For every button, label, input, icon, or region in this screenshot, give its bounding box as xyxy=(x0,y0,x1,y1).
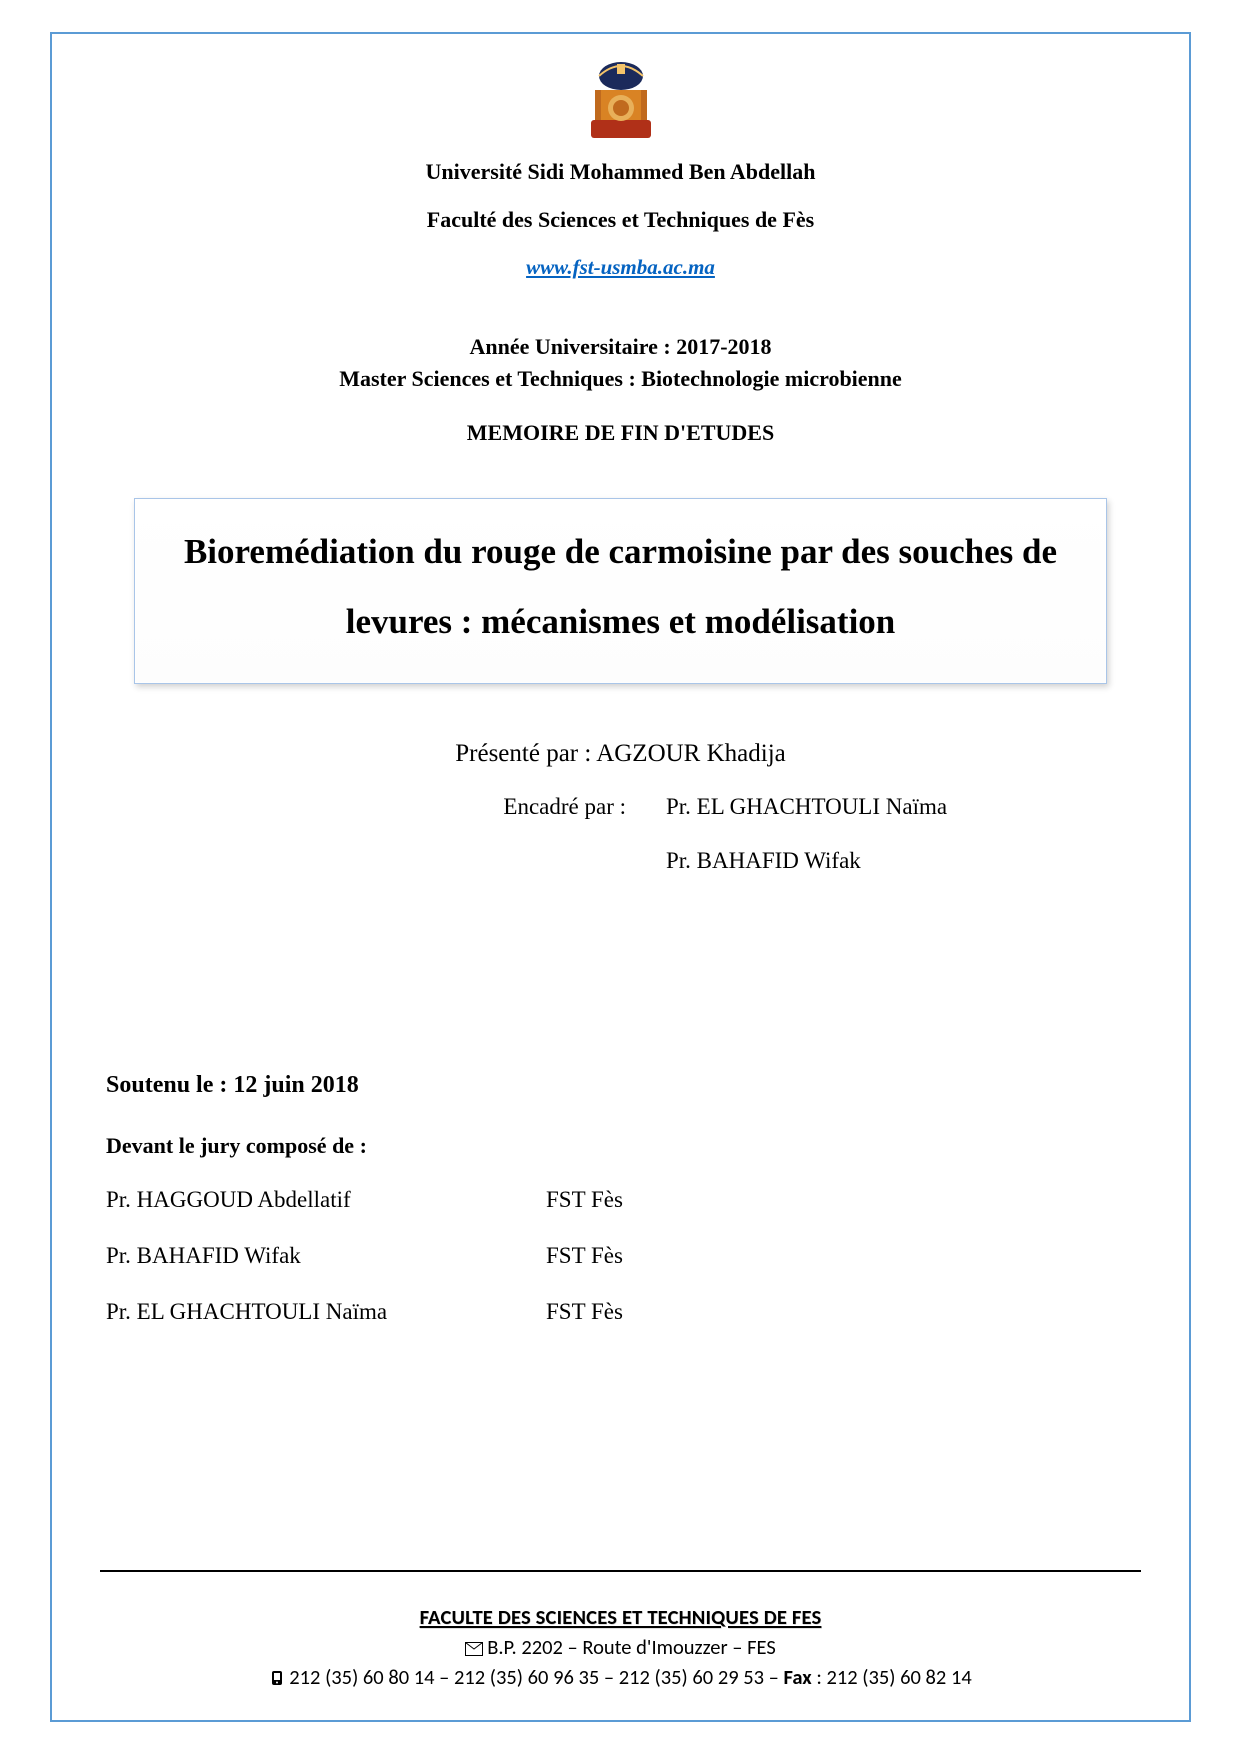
jury-member-name: Pr. BAHAFID Wifak xyxy=(106,1243,546,1269)
website-link[interactable]: www.fst-usmba.ac.ma xyxy=(526,255,715,280)
footer-fax: : 212 (35) 60 82 14 xyxy=(812,1664,972,1690)
defense-date-value: 12 juin 2018 xyxy=(233,1072,358,1098)
jury-table: Pr. HAGGOUD Abdellatif FST Fès Pr. BAHAF… xyxy=(106,1187,1135,1325)
jury-row: Pr. BAHAFID Wifak FST Fès xyxy=(106,1243,1135,1269)
presented-by-name: AGZOUR Khadija xyxy=(596,740,786,767)
thesis-title: Bioremédiation du rouge de carmoisine pa… xyxy=(153,517,1088,657)
phone-icon xyxy=(269,1666,285,1692)
jury-member-name: Pr. HAGGOUD Abdellatif xyxy=(106,1187,546,1213)
jury-row: Pr. HAGGOUD Abdellatif FST Fès xyxy=(106,1187,1135,1213)
academic-year: Année Universitaire : 2017-2018 xyxy=(106,334,1135,360)
footer-phone-line: 212 (35) 60 80 14 – 212 (35) 60 96 35 – … xyxy=(50,1664,1191,1692)
faculty-name: Faculté des Sciences et Techniques de Fè… xyxy=(106,207,1135,233)
jury-member-affiliation: FST Fès xyxy=(546,1187,623,1213)
header-block: Université Sidi Mohammed Ben Abdellah Fa… xyxy=(106,159,1135,446)
jury-header: Devant le jury composé de : xyxy=(106,1133,1135,1159)
footer-faculty-title: FACULTE DES SCIENCES ET TECHNIQUES DE FE… xyxy=(50,1604,1191,1630)
thesis-title-box: Bioremédiation du rouge de carmoisine pa… xyxy=(134,498,1107,684)
logo-wrap xyxy=(106,60,1135,147)
jury-member-affiliation: FST Fès xyxy=(546,1243,623,1269)
footer-rule xyxy=(100,1570,1141,1572)
defense-date: Soutenu le : 12 juin 2018 xyxy=(106,1072,1135,1099)
university-logo-icon xyxy=(577,60,665,147)
mail-icon xyxy=(465,1636,483,1662)
presented-by-label: Présenté par : xyxy=(455,740,596,767)
presented-by: Présenté par : AGZOUR Khadija xyxy=(106,740,1135,768)
footer: FACULTE DES SCIENCES ET TECHNIQUES DE FE… xyxy=(50,1604,1191,1694)
jury-member-affiliation: FST Fès xyxy=(546,1299,623,1325)
supervisor-2: Pr. BAHAFID Wifak xyxy=(666,848,947,874)
jury-member-name: Pr. EL GHACHTOULI Naïma xyxy=(106,1299,546,1325)
supervisors-block: Encadré par : Pr. EL GHACHTOULI Naïma Pr… xyxy=(466,794,1135,902)
supervised-by-label: Encadré par : xyxy=(466,794,626,902)
page-content: Université Sidi Mohammed Ben Abdellah Fa… xyxy=(50,32,1191,1722)
memoire-label: MEMOIRE DE FIN D'ETUDES xyxy=(106,420,1135,446)
footer-address-line: B.P. 2202 – Route d'Imouzzer – FES xyxy=(50,1634,1191,1662)
defense-label: Soutenu le : xyxy=(106,1072,233,1098)
supervisor-names: Pr. EL GHACHTOULI Naïma Pr. BAHAFID Wifa… xyxy=(666,794,947,902)
footer-phones: 212 (35) 60 80 14 – 212 (35) 60 96 35 – … xyxy=(289,1664,783,1690)
supervisor-1: Pr. EL GHACHTOULI Naïma xyxy=(666,794,947,820)
university-name: Université Sidi Mohammed Ben Abdellah xyxy=(106,159,1135,185)
jury-row: Pr. EL GHACHTOULI Naïma FST Fès xyxy=(106,1299,1135,1325)
master-program: Master Sciences et Techniques : Biotechn… xyxy=(106,366,1135,392)
footer-fax-label: Fax xyxy=(784,1664,812,1690)
footer-address: B.P. 2202 – Route d'Imouzzer – FES xyxy=(487,1634,776,1660)
